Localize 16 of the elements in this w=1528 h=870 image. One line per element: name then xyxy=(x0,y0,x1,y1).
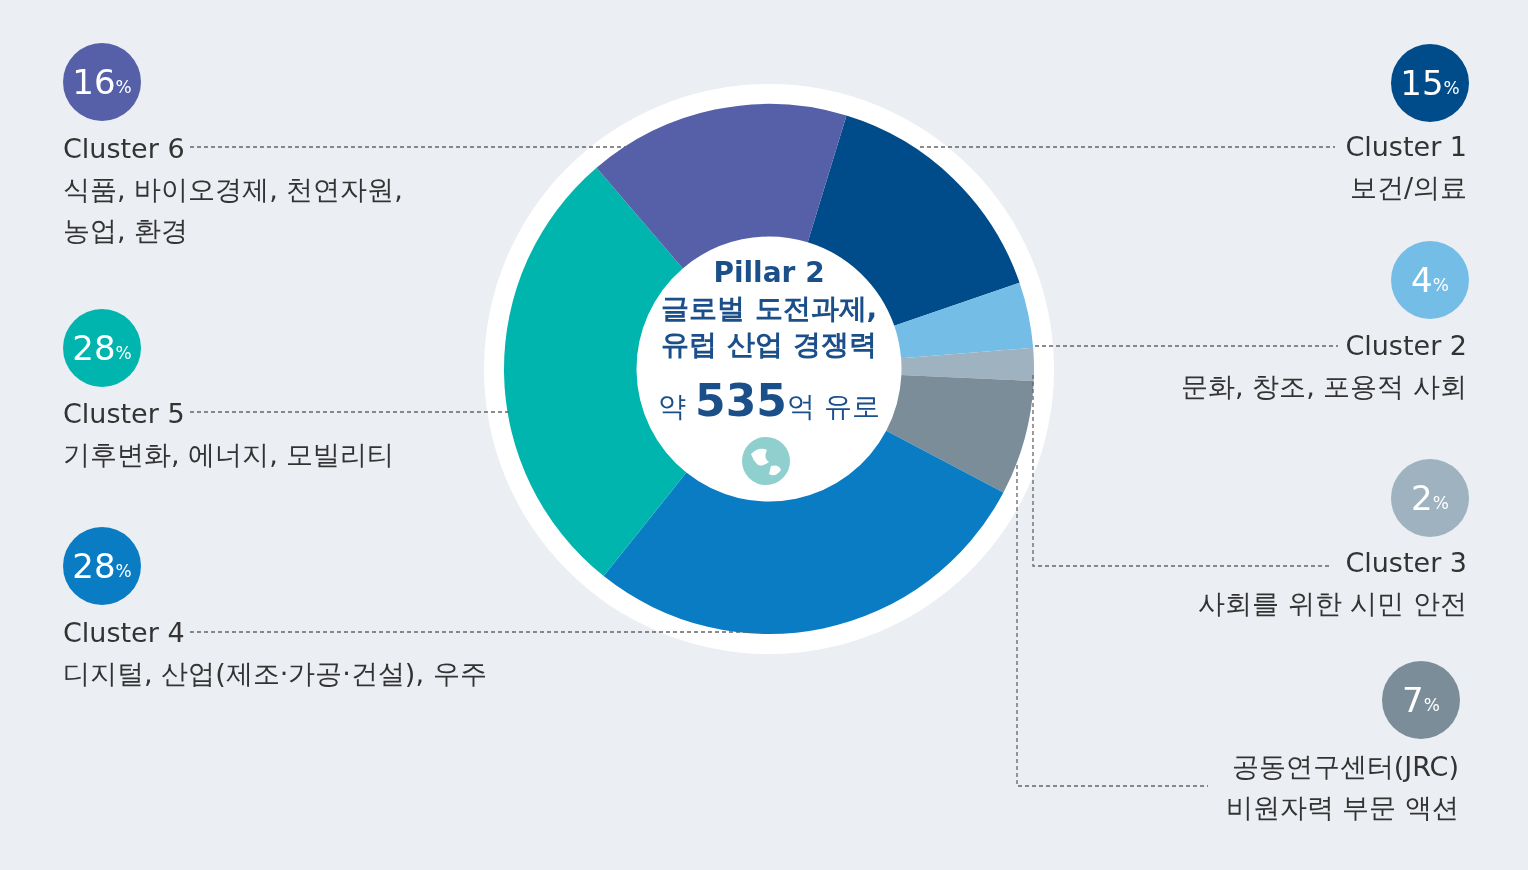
text: Pillar 2 글로벌 도전과제, 유럽 산업 경쟁력 xyxy=(659,255,879,363)
data-label: 7% xyxy=(1402,680,1440,720)
data-label: 15% xyxy=(1400,63,1460,103)
data-label: 16% xyxy=(72,62,132,102)
slice-label: Cluster 4 디지털, 산업(제조·가공·건설), 우주 xyxy=(63,616,487,691)
text: 약 535억 유로 xyxy=(657,375,881,426)
slice-label: 공동연구센터(JRC) 비원자력 부문 액션 xyxy=(1225,750,1459,825)
slice-label: Cluster 1 보건/의료 xyxy=(1345,130,1467,205)
data-label: 2% xyxy=(1411,478,1449,518)
slice-label: Cluster 5 기후변화, 에너지, 모빌리티 xyxy=(63,397,395,472)
data-label: 28% xyxy=(72,328,132,368)
slice-label: Cluster 3 사회를 위한 시민 안전 xyxy=(1198,546,1467,621)
slice-label: Cluster 2 문화, 창조, 포용적 사회 xyxy=(1181,329,1467,404)
data-label: 4% xyxy=(1411,260,1449,300)
slice-label: Cluster 6 식품, 바이오경제, 천연자원, 농업, 환경 xyxy=(63,132,403,248)
data-label: 28% xyxy=(72,546,132,586)
